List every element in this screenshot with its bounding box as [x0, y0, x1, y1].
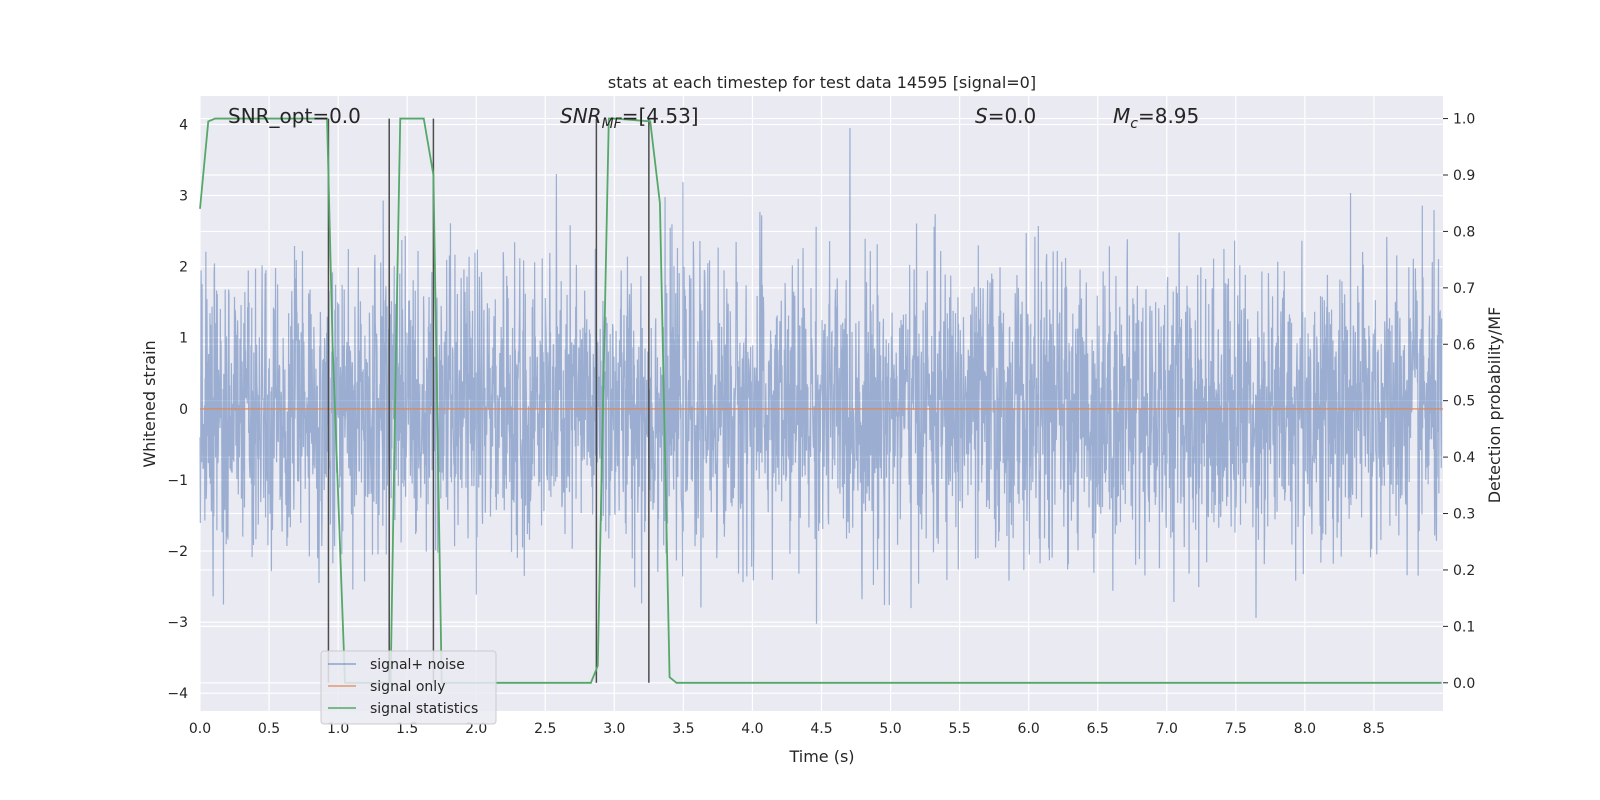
- legend-label-signal-noise: signal+ noise: [370, 657, 465, 673]
- x-axis-label: Time (s): [788, 747, 854, 766]
- y2-tick-label: 0.5: [1453, 394, 1475, 410]
- x-tick-label: 8.5: [1363, 721, 1385, 737]
- y-tick-label: −3: [167, 615, 188, 631]
- signal-statistics-series: [199, 117, 1442, 684]
- y2-tick-label: 0.6: [1453, 337, 1475, 353]
- annotation-snr-opt: SNR_opt=0.0: [228, 104, 361, 128]
- y2-tick-label: 0.8: [1453, 224, 1475, 240]
- y2-tick-label: 1.0: [1453, 112, 1475, 128]
- mc-symbol: M: [1113, 104, 1130, 128]
- snr-mf-value: =[4.53]: [622, 104, 699, 128]
- y2-tick-label: 0.2: [1453, 563, 1475, 579]
- x-tick-label: 4.5: [810, 721, 832, 737]
- x-tick-label: 4.0: [741, 721, 763, 737]
- x-tick-label: 0.0: [189, 721, 211, 737]
- y2-tick-label: 0.9: [1453, 168, 1475, 184]
- mc-subscript: c: [1130, 116, 1138, 132]
- annotation-snr-mf: SNRMF=[4.53]: [560, 104, 699, 132]
- y2-tick-label: 0.0: [1453, 676, 1475, 692]
- annotation-s: S=0.0: [975, 104, 1036, 128]
- x-tick-label: 3.0: [603, 721, 625, 737]
- y2-axis-label: Detection probability/MF: [1485, 307, 1504, 504]
- x-tick-label: 5.0: [879, 721, 901, 737]
- legend-label-signal-statistics: signal statistics: [370, 701, 478, 717]
- chart-title: stats at each timestep for test data 145…: [608, 73, 1036, 92]
- legend-box: [320, 650, 497, 725]
- legend: signal+ noise signal only signal statist…: [320, 650, 497, 725]
- x-tick-label: 5.5: [948, 721, 970, 737]
- signal-noise-series: [199, 127, 1443, 624]
- snr-mf-subscript: MF: [602, 116, 623, 132]
- x-tick-label: 1.0: [327, 721, 349, 737]
- y-tick-label: −1: [167, 473, 188, 489]
- y2-tick-label: 0.1: [1453, 619, 1475, 635]
- snr-mf-symbol: SNR: [560, 104, 602, 128]
- s-value: =0.0: [988, 104, 1037, 128]
- y-tick-label: 0: [179, 402, 188, 418]
- x-tick-label: 2.0: [465, 721, 487, 737]
- y-axis-ticks: 4 3 2 1 0 −1 −2 −3 −4: [167, 117, 188, 702]
- y2-tick-label: 0.3: [1453, 507, 1475, 523]
- y-axis-label: Whitened strain: [140, 340, 159, 467]
- y-tick-label: 3: [179, 189, 188, 205]
- y2-tick-label: 0.7: [1453, 281, 1475, 297]
- x-tick-label: 6.5: [1087, 721, 1109, 737]
- x-tick-label: 6.0: [1018, 721, 1040, 737]
- x-axis-ticks: 0.0 0.5 1.0 1.5 2.0 2.5 3.0 3.5 4.0 4.5 5.0 5.5 6.0 6…: [189, 721, 1385, 737]
- x-tick-label: 0.5: [258, 721, 280, 737]
- x-tick-label: 3.5: [672, 721, 694, 737]
- x-tick-label: 1.5: [396, 721, 418, 737]
- y-tick-label: 1: [179, 331, 188, 347]
- x-tick-label: 7.0: [1156, 721, 1178, 737]
- s-symbol: S: [975, 104, 988, 128]
- y-tick-label: −4: [167, 686, 188, 702]
- y-tick-label: 2: [179, 260, 188, 276]
- signal-statistics-line: [199, 117, 1442, 684]
- y2-tick-label: 0.4: [1453, 450, 1475, 466]
- y-tick-label: −2: [167, 544, 188, 560]
- legend-label-signal-only: signal only: [370, 679, 445, 695]
- annotation-mc: Mc=8.95: [1113, 104, 1199, 132]
- x-tick-label: 2.5: [534, 721, 556, 737]
- mc-value: =8.95: [1138, 104, 1199, 128]
- x-tick-label: 7.5: [1225, 721, 1247, 737]
- signal-noise-line: [199, 127, 1443, 624]
- x-tick-label: 8.0: [1294, 721, 1316, 737]
- y2-axis-ticks: 1.0 0.9 0.8 0.7 0.6 0.5 0.4 0.3 0.2 0.1 0.0: [1443, 112, 1475, 692]
- y-tick-label: 4: [179, 117, 188, 133]
